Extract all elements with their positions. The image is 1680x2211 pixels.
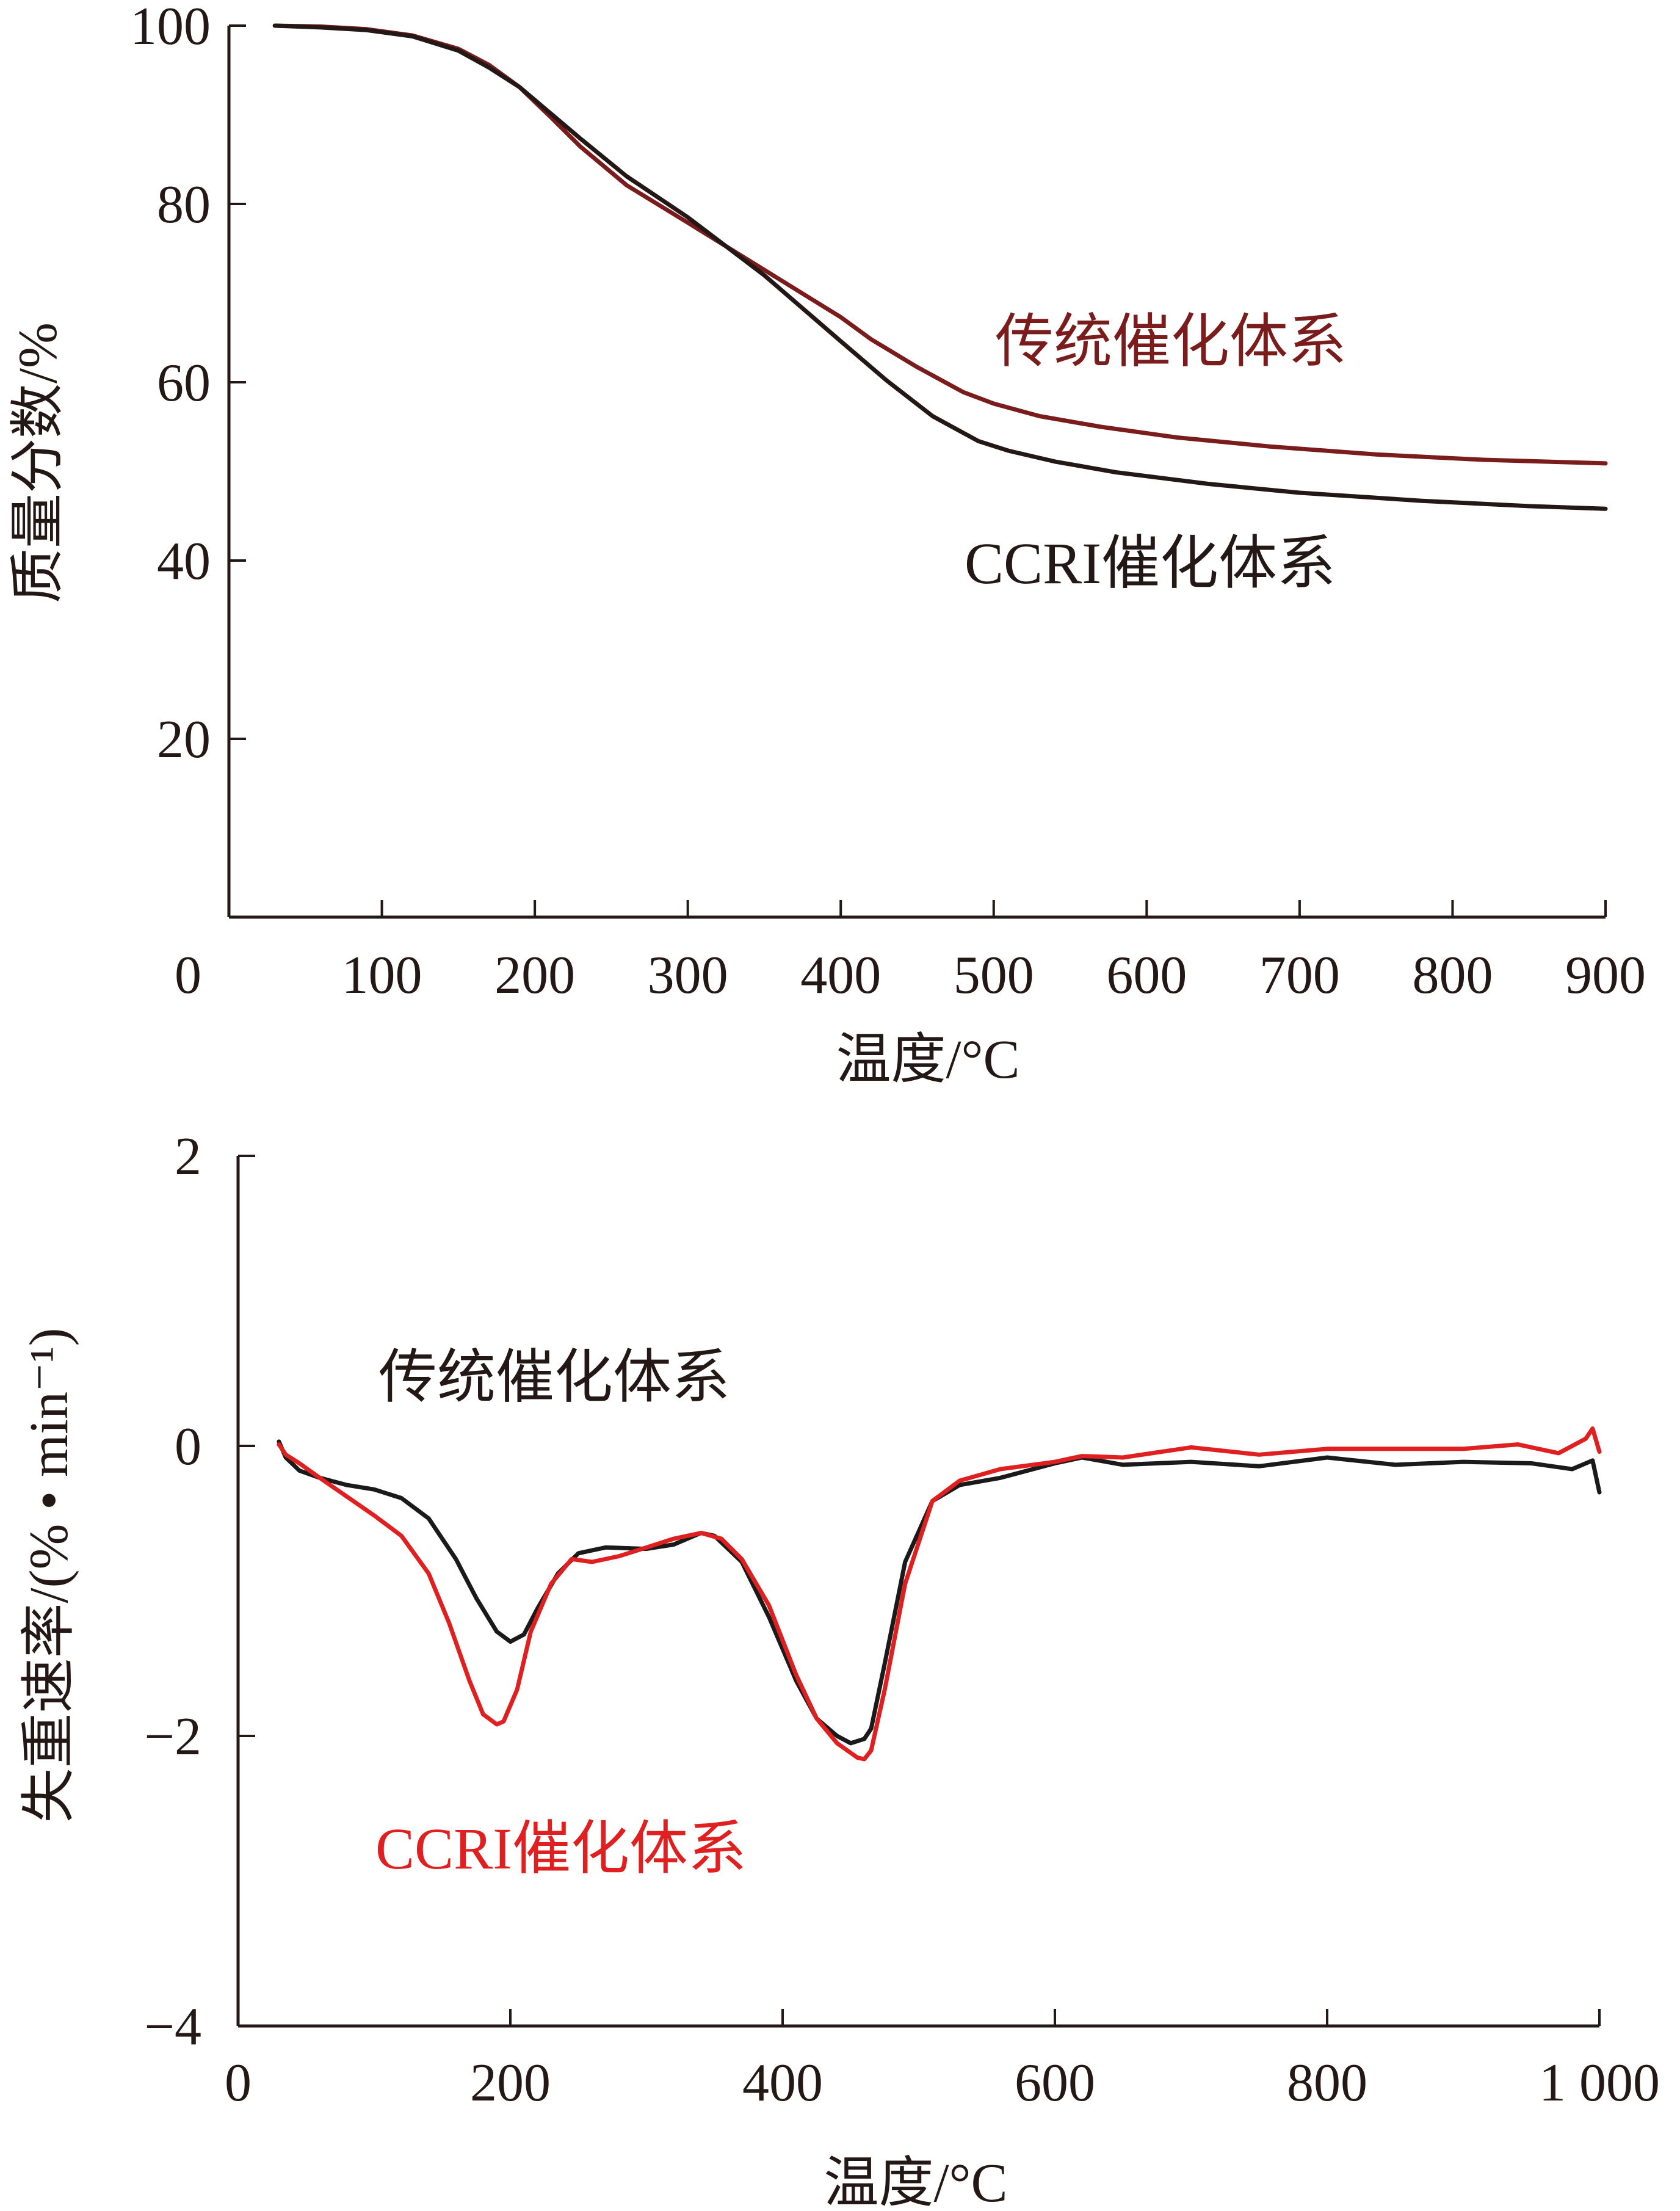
tg-x-tick-label: 800 — [1412, 946, 1493, 1005]
tg-x-tick-label: 200 — [494, 946, 575, 1005]
dtg-chart: 0 200 400 600 800 1 000 −4 −2 0 2 传统催化体系 CCRI催化体系… — [19, 1127, 1660, 2211]
tg-x-tick-label: 900 — [1565, 946, 1646, 1005]
dtg-x-tick-label: 400 — [742, 2053, 823, 2113]
dtg-label-traditional: 传统催化体系 — [378, 1345, 730, 1410]
tg-label-traditional: 传统催化体系 — [995, 309, 1347, 374]
dtg-axes — [236, 1156, 1599, 2028]
tg-origin-label: 0 — [175, 946, 201, 1005]
tg-axes — [227, 26, 1606, 919]
tg-y-tick-label: 100 — [130, 0, 211, 56]
dtg-series-line-ccri — [277, 1426, 1602, 1762]
tg-x-tick-label: 300 — [648, 946, 728, 1005]
tg-x-tick-label: 600 — [1106, 946, 1187, 1005]
tg-lines — [272, 23, 1608, 511]
dtg-x-tick-label: 0 — [225, 2053, 252, 2113]
dtg-y-tick-label: −4 — [144, 1997, 201, 2057]
dtg-x-tick-label: 1 000 — [1539, 2053, 1660, 2113]
dtg-x-tick-label: 800 — [1287, 2053, 1367, 2113]
dtg-series-line-traditional — [277, 1439, 1602, 1746]
dtg-ticks: 0 200 400 600 800 1 000 −4 −2 0 2 — [144, 1127, 1660, 2113]
tg-x-axis-title: 温度/°C — [836, 1029, 1019, 1090]
tg-y-tick-label: 20 — [157, 710, 211, 769]
dtg-x-tick-label: 200 — [470, 2053, 551, 2113]
tg-y-tick-label: 80 — [157, 175, 211, 234]
dtg-y-tick-label: 0 — [175, 1417, 201, 1476]
dtg-x-axis-title: 温度/°C — [824, 2153, 1007, 2211]
tg-y-tick-label: 40 — [157, 532, 211, 591]
tg-y-axis-title: 质量分数/% — [8, 322, 68, 603]
tg-x-tick-label: 700 — [1259, 946, 1340, 1005]
dtg-y-tick-label: −2 — [144, 1707, 201, 1766]
dtg-y-tick-label: 2 — [175, 1127, 201, 1186]
tg-chart: 100 200 300 400 500 600 700 800 900 20 40 60 80 100 传… — [8, 0, 1646, 1090]
tg-ticks: 100 200 300 400 500 600 700 800 900 20 40 60 80 100 — [130, 0, 1646, 1005]
tg-x-tick-label: 500 — [954, 946, 1034, 1005]
dtg-label-ccri: CCRI催化体系 — [375, 1816, 747, 1881]
tg-series-line-traditional — [272, 23, 1608, 466]
dtg-y-axis-title: 失重速率/(% • min⁻¹) — [19, 1328, 79, 1823]
tg-series-line-ccri — [272, 23, 1608, 511]
dtg-x-tick-label: 600 — [1015, 2053, 1095, 2113]
tg-x-tick-label: 100 — [342, 946, 422, 1005]
tg-y-tick-label: 60 — [157, 354, 211, 413]
dtg-lines — [277, 1426, 1602, 1762]
tg-x-tick-label: 400 — [800, 946, 881, 1005]
tg-label-ccri: CCRI催化体系 — [965, 531, 1336, 596]
